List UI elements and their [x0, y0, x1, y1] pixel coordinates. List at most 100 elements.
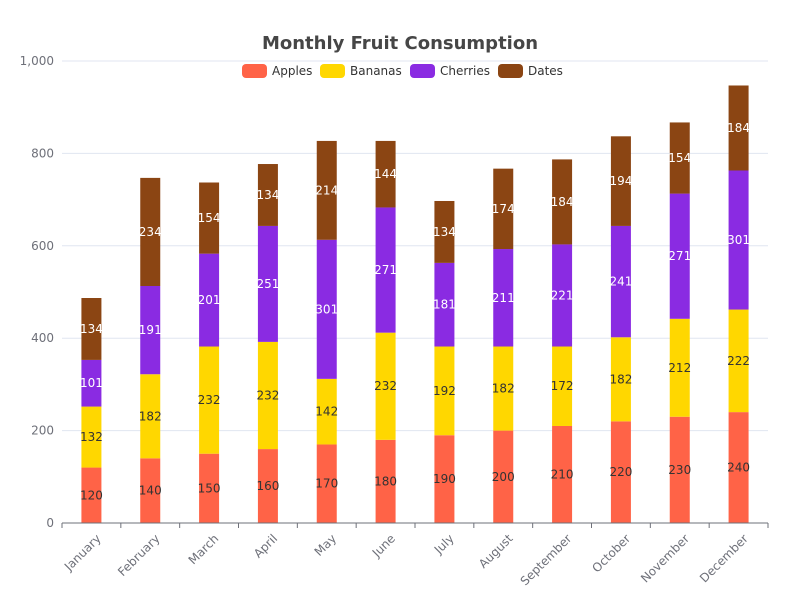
- data-label: 240: [727, 461, 750, 475]
- bar-segment[interactable]: [610, 337, 631, 422]
- data-label: 150: [198, 481, 221, 495]
- data-label: 271: [668, 249, 691, 263]
- x-axis: January February March April May June July Augu…: [61, 522, 769, 588]
- data-label: 192: [433, 384, 456, 398]
- y-tick-label: 800: [31, 146, 54, 160]
- data-label: 200: [492, 470, 515, 484]
- legend-label: Cherries: [440, 64, 490, 78]
- bar-segment[interactable]: [610, 136, 631, 226]
- bar-segment[interactable]: [728, 85, 749, 171]
- legend-swatch: [320, 64, 345, 78]
- x-tick-label: April: [251, 531, 280, 560]
- bar-segment[interactable]: [493, 249, 514, 347]
- data-label: 212: [668, 361, 691, 375]
- bar-segment[interactable]: [434, 435, 455, 523]
- bar-segment[interactable]: [316, 239, 337, 379]
- data-label: 154: [198, 211, 221, 225]
- data-label: 211: [492, 291, 515, 305]
- y-tick-label: 0: [46, 516, 54, 530]
- data-label: 191: [139, 323, 162, 337]
- data-label: 221: [551, 288, 574, 302]
- bar-segment[interactable]: [257, 449, 278, 523]
- bar-segment[interactable]: [552, 159, 573, 245]
- x-tick-label: September: [518, 531, 575, 588]
- bar-segment[interactable]: [552, 346, 573, 426]
- x-tick-label: February: [115, 531, 163, 579]
- bar-segment[interactable]: [434, 346, 455, 436]
- bar-segment[interactable]: [493, 168, 514, 250]
- bar-segment[interactable]: [493, 346, 514, 431]
- bar-segment[interactable]: [728, 309, 749, 413]
- bar-segment[interactable]: [257, 341, 278, 450]
- y-tick-label: 600: [31, 239, 54, 253]
- x-tick-label: August: [476, 531, 516, 571]
- x-tick-label: May: [312, 531, 339, 558]
- bar-segment[interactable]: [199, 253, 220, 347]
- bars: 120 132 101 134 140 182 191 234 150 232 201 154 160 2…: [80, 85, 750, 523]
- bar-segment[interactable]: [434, 262, 455, 347]
- bar-segment[interactable]: [140, 374, 161, 459]
- x-tick-label: November: [638, 531, 692, 585]
- bar-segment[interactable]: [375, 207, 396, 333]
- bar-segment[interactable]: [257, 164, 278, 226]
- bar-segment[interactable]: [140, 285, 161, 375]
- y-tick-label: 400: [31, 331, 54, 345]
- legend-item-dates[interactable]: Dates: [498, 64, 563, 78]
- bar-segment[interactable]: [728, 170, 749, 310]
- bar-segment[interactable]: [316, 140, 337, 240]
- bar-segment[interactable]: [610, 225, 631, 338]
- bar-segment[interactable]: [375, 439, 396, 523]
- legend-label: Dates: [528, 64, 563, 78]
- data-label: 232: [198, 393, 221, 407]
- bar-segment[interactable]: [140, 458, 161, 523]
- bar-segment[interactable]: [375, 140, 396, 208]
- y-tick-label: 200: [31, 424, 54, 438]
- data-label: 134: [256, 188, 279, 202]
- bar-segment[interactable]: [610, 421, 631, 523]
- data-label: 230: [668, 463, 691, 477]
- bar-segment[interactable]: [81, 298, 102, 360]
- data-label: 132: [80, 430, 103, 444]
- bar-segment[interactable]: [669, 416, 690, 523]
- bar-segment[interactable]: [552, 425, 573, 523]
- bar-segment[interactable]: [493, 430, 514, 523]
- bar-segment[interactable]: [316, 378, 337, 445]
- x-tick-label: June: [369, 531, 398, 560]
- legend-item-apples[interactable]: Apples: [242, 64, 312, 78]
- data-label: 182: [492, 382, 515, 396]
- bar-segment[interactable]: [257, 225, 278, 342]
- grid-lines: [62, 60, 768, 432]
- x-tick-label: December: [697, 531, 751, 585]
- bar-segment[interactable]: [669, 318, 690, 417]
- data-label: 144: [374, 167, 397, 181]
- bar-segment[interactable]: [669, 122, 690, 194]
- legend-item-bananas[interactable]: Bananas: [320, 64, 402, 78]
- data-label: 184: [551, 195, 574, 209]
- bar-segment[interactable]: [140, 177, 161, 286]
- bar-segment[interactable]: [434, 200, 455, 263]
- data-label: 184: [727, 121, 750, 135]
- bar-segment[interactable]: [81, 467, 102, 523]
- legend-swatch: [242, 64, 267, 78]
- bar-segment[interactable]: [81, 406, 102, 468]
- bar-segment[interactable]: [552, 244, 573, 347]
- data-label: 134: [80, 322, 103, 336]
- bar-segment[interactable]: [199, 453, 220, 523]
- data-label: 181: [433, 298, 456, 312]
- bar-segment[interactable]: [669, 193, 690, 319]
- bar-segment[interactable]: [199, 182, 220, 254]
- data-label: 232: [256, 388, 279, 402]
- data-label: 170: [315, 477, 338, 491]
- y-tick-label: 1,000: [20, 54, 54, 68]
- y-axis: 0 200 400 600 800 1,000: [20, 54, 54, 530]
- legend-item-cherries[interactable]: Cherries: [410, 64, 490, 78]
- x-tick-label: July: [431, 531, 457, 557]
- bar-segment[interactable]: [199, 346, 220, 454]
- bar-segment[interactable]: [375, 332, 396, 440]
- bar-segment[interactable]: [81, 359, 102, 407]
- bar-segment[interactable]: [728, 412, 749, 523]
- data-label: 214: [315, 183, 338, 197]
- data-label: 251: [256, 277, 279, 291]
- bar-segment[interactable]: [316, 444, 337, 523]
